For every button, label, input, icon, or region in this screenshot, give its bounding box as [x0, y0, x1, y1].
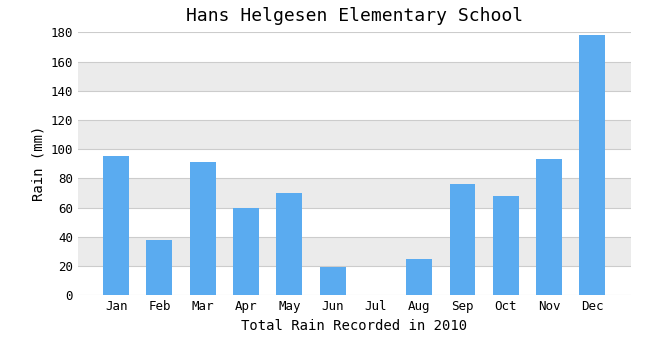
Bar: [78, 62, 630, 91]
Bar: [146, 240, 172, 295]
Bar: [78, 266, 630, 295]
X-axis label: Total Rain Recorded in 2010: Total Rain Recorded in 2010: [241, 319, 467, 333]
Bar: [103, 157, 129, 295]
Bar: [78, 149, 630, 179]
Bar: [536, 159, 562, 295]
Title: Hans Helgesen Elementary School: Hans Helgesen Elementary School: [186, 7, 523, 25]
Bar: [450, 184, 476, 295]
Bar: [320, 267, 346, 295]
Bar: [276, 193, 302, 295]
Bar: [190, 162, 216, 295]
Bar: [233, 208, 259, 295]
Bar: [78, 120, 630, 149]
Bar: [78, 91, 630, 120]
Bar: [579, 35, 605, 295]
Bar: [78, 179, 630, 208]
Bar: [78, 208, 630, 237]
Bar: [406, 259, 432, 295]
Y-axis label: Rain (mm): Rain (mm): [31, 126, 45, 202]
Bar: [78, 237, 630, 266]
Bar: [493, 196, 519, 295]
Bar: [78, 32, 630, 62]
